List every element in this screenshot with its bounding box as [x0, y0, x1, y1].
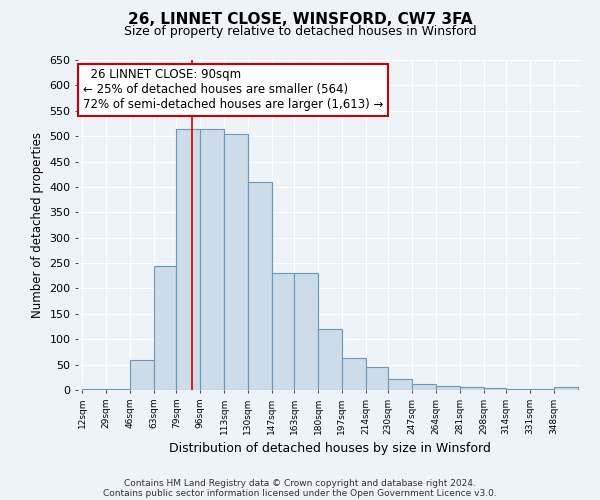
Bar — [248, 182, 272, 390]
Text: Size of property relative to detached houses in Winsford: Size of property relative to detached ho… — [124, 25, 476, 38]
Bar — [176, 128, 200, 390]
Bar — [460, 388, 484, 390]
Bar — [484, 388, 506, 390]
Bar — [412, 384, 436, 390]
Text: 26 LINNET CLOSE: 90sqm  
← 25% of detached houses are smaller (564)
72% of semi-: 26 LINNET CLOSE: 90sqm ← 25% of detached… — [83, 68, 383, 112]
Bar — [342, 358, 366, 390]
Bar — [200, 128, 224, 390]
Bar — [436, 386, 460, 390]
Bar — [294, 273, 318, 390]
Bar — [106, 389, 130, 390]
Text: 26, LINNET CLOSE, WINSFORD, CW7 3FA: 26, LINNET CLOSE, WINSFORD, CW7 3FA — [128, 12, 472, 28]
Bar — [82, 389, 106, 390]
X-axis label: Distribution of detached houses by size in Winsford: Distribution of detached houses by size … — [169, 442, 491, 456]
Bar — [130, 360, 154, 390]
Text: Contains public sector information licensed under the Open Government Licence v3: Contains public sector information licen… — [103, 488, 497, 498]
Bar — [154, 266, 176, 390]
Bar — [366, 367, 388, 390]
Y-axis label: Number of detached properties: Number of detached properties — [31, 132, 44, 318]
Bar — [554, 387, 578, 390]
Bar — [224, 134, 248, 390]
Bar — [318, 329, 342, 390]
Bar — [272, 273, 294, 390]
Text: Contains HM Land Registry data © Crown copyright and database right 2024.: Contains HM Land Registry data © Crown c… — [124, 478, 476, 488]
Bar — [388, 379, 412, 390]
